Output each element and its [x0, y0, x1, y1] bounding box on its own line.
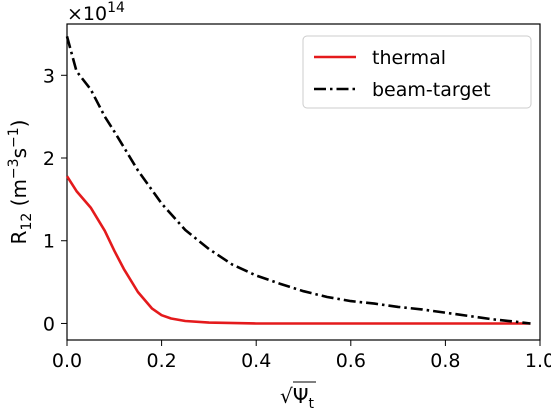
series-line-thermal	[65, 175, 531, 325]
x-tick-label: 0.0	[52, 350, 82, 372]
y-scale-exponent: 14	[107, 0, 125, 16]
legend: thermal beam-target	[302, 35, 532, 109]
y-tick-label: 0	[43, 313, 55, 335]
y-axis-label-exp2: −1	[6, 127, 22, 148]
series-layer	[65, 36, 531, 325]
x-axis-label: √Ψt	[280, 381, 316, 409]
legend-label-thermal: thermal	[372, 47, 446, 69]
x-tick-label: 0.4	[241, 350, 271, 372]
y-axis-ticks: 0 1 2 3	[43, 65, 67, 335]
x-tick-label: 0.6	[336, 350, 366, 372]
legend-box	[302, 35, 532, 109]
y-axis-label-main: R	[7, 230, 31, 244]
y-tick-label: 2	[43, 148, 55, 170]
legend-label-beam-target: beam-target	[372, 79, 491, 101]
y-axis-label-mid: s	[7, 148, 31, 158]
x-axis-label-subscript: t	[309, 396, 315, 409]
y-axis-label-sub: 12	[19, 213, 35, 231]
y-scale-base: ×10	[67, 3, 107, 25]
y-scale-multiplier: ×1014	[67, 0, 125, 25]
y-axis-label-unit-open: (m	[7, 179, 31, 213]
x-axis-label-symbol: Ψ	[293, 384, 309, 408]
x-tick-label: 0.2	[146, 350, 176, 372]
y-axis-label-exp1: −3	[6, 158, 22, 179]
series-line-beam-target	[65, 36, 531, 325]
x-tick-label: 0.8	[430, 350, 460, 372]
x-tick-label: 1.0	[525, 350, 551, 372]
y-tick-label: 3	[43, 65, 55, 87]
svg-text:√Ψt: √Ψt	[280, 384, 315, 409]
y-tick-label: 1	[43, 231, 55, 253]
x-axis-ticks: 0.0 0.2 0.4 0.6 0.8 1.0	[52, 340, 551, 372]
y-axis-label: R12 (m−3s−1)	[6, 120, 35, 245]
x-axis-label-radical: √	[280, 384, 293, 408]
y-axis-label-unit-close: )	[7, 120, 31, 128]
